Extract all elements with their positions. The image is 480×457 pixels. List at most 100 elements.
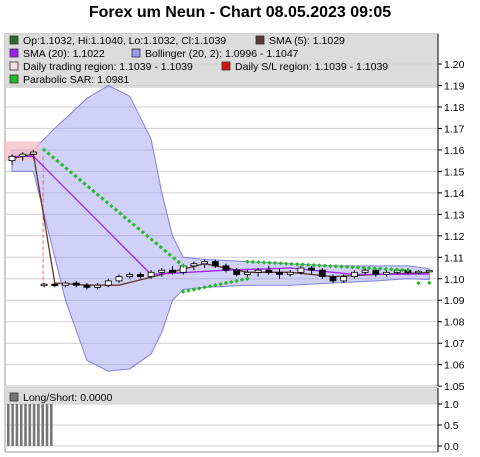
sar-dot [405, 267, 411, 273]
candle [243, 271, 251, 275]
sar-dot [191, 287, 197, 292]
sar-dot [59, 162, 65, 168]
ls-bar [19, 404, 23, 446]
sar-dot [383, 266, 388, 272]
candle [361, 269, 369, 273]
ls-tick-label: 0.5 [444, 420, 459, 432]
sar-dot [145, 233, 150, 239]
price-tick-label: 1.07 [444, 338, 465, 350]
candle [265, 269, 273, 273]
long-short-panel: 0.0 0.5 1.0 Long/Short: 0.0000 [4, 387, 459, 453]
sar-dot [283, 261, 289, 266]
price-tick-label: 1.17 [444, 123, 465, 135]
sar-dot [272, 260, 278, 266]
price-tick-label: 1.06 [444, 360, 465, 372]
price-tick-label: 1.11 [444, 252, 464, 264]
sar-dot [378, 266, 383, 271]
legend-swatch [9, 74, 19, 84]
candle [40, 283, 48, 287]
sar-dot [46, 151, 51, 156]
sar-dot [267, 260, 272, 265]
ls-bar [45, 404, 49, 446]
sar-dot [317, 263, 322, 268]
sar-dot [427, 280, 432, 286]
ls-bar [15, 404, 19, 446]
sar-dot [64, 166, 69, 171]
candle [72, 282, 80, 286]
candle [115, 276, 123, 282]
price-tick-label: 1.18 [444, 102, 465, 114]
price-tick-label: 1.10 [444, 274, 465, 286]
price-tick-label: 1.05 [444, 381, 465, 393]
ls-bar [37, 404, 40, 446]
sar-dot [91, 188, 96, 194]
sar-dot [122, 215, 128, 220]
sar-dot [100, 196, 105, 201]
sar-dot [366, 265, 372, 271]
sar-dot [355, 265, 361, 270]
price-tick-label: 1.15 [444, 166, 465, 178]
candle [425, 269, 433, 273]
sar-dot [400, 267, 405, 273]
sar-dot [109, 203, 114, 209]
sar-dot [154, 241, 159, 246]
sar-dot [127, 218, 132, 224]
sar-dot [118, 211, 123, 216]
sar-dot [229, 279, 234, 285]
ls-tick-label: 1.0 [444, 399, 459, 411]
sar-dot [104, 200, 110, 205]
sar-dot [239, 277, 245, 283]
legend-swatch [131, 48, 141, 58]
sar-dot [73, 173, 78, 179]
sar-dot [416, 280, 421, 286]
sar-dot [328, 263, 333, 269]
long-short-legend-background [5, 388, 438, 404]
candle [136, 274, 144, 278]
candle [276, 271, 283, 275]
ls-legend-label: Long/Short: 0.0000 [23, 392, 112, 404]
legend-swatch [9, 48, 19, 58]
candle [233, 269, 241, 275]
price-tick-label: 1.08 [444, 317, 465, 329]
price-tick-label: 1.14 [444, 188, 465, 200]
price-tick-label: 1.19 [444, 80, 465, 92]
sar-dot [163, 248, 168, 254]
legend-label: Daily S/L region: 1.1039 - 1.1039 [235, 61, 388, 73]
price-tick-label: 1.09 [444, 295, 465, 307]
sar-dot [372, 266, 377, 271]
candle [8, 155, 16, 162]
candle [383, 271, 390, 275]
candle [318, 269, 326, 278]
candle [147, 271, 155, 278]
candle [297, 267, 305, 273]
sar-dot [113, 207, 119, 212]
sar-dot [250, 259, 256, 265]
sar-dot [350, 265, 355, 270]
sar-dot [207, 284, 213, 289]
sar-dot [234, 278, 239, 284]
candle [286, 271, 294, 275]
candle [169, 269, 176, 273]
sar-dot [311, 262, 317, 268]
sar-dot [261, 260, 267, 265]
sar-dot [50, 155, 56, 160]
sar-dot [295, 262, 300, 267]
candle [190, 263, 198, 267]
sar-dot [68, 170, 74, 175]
sar-dot [158, 244, 163, 250]
sar-dot [55, 158, 60, 164]
sar-dot [394, 267, 400, 272]
legend-swatch [9, 35, 19, 45]
sar-dot [186, 288, 191, 293]
sar-dot [278, 261, 283, 266]
legend-label: Parabolic SAR: 1.0981 [23, 74, 129, 86]
bollinger-band [11, 84, 430, 372]
sar-dot [149, 237, 154, 242]
ls-legend-swatch [9, 392, 19, 402]
candle [372, 269, 380, 275]
sar-dot [172, 256, 177, 261]
sar-dot [213, 283, 218, 288]
sar-dot [322, 263, 328, 268]
price-tick-label: 1.20 [444, 59, 465, 71]
sar-dot [176, 259, 181, 265]
